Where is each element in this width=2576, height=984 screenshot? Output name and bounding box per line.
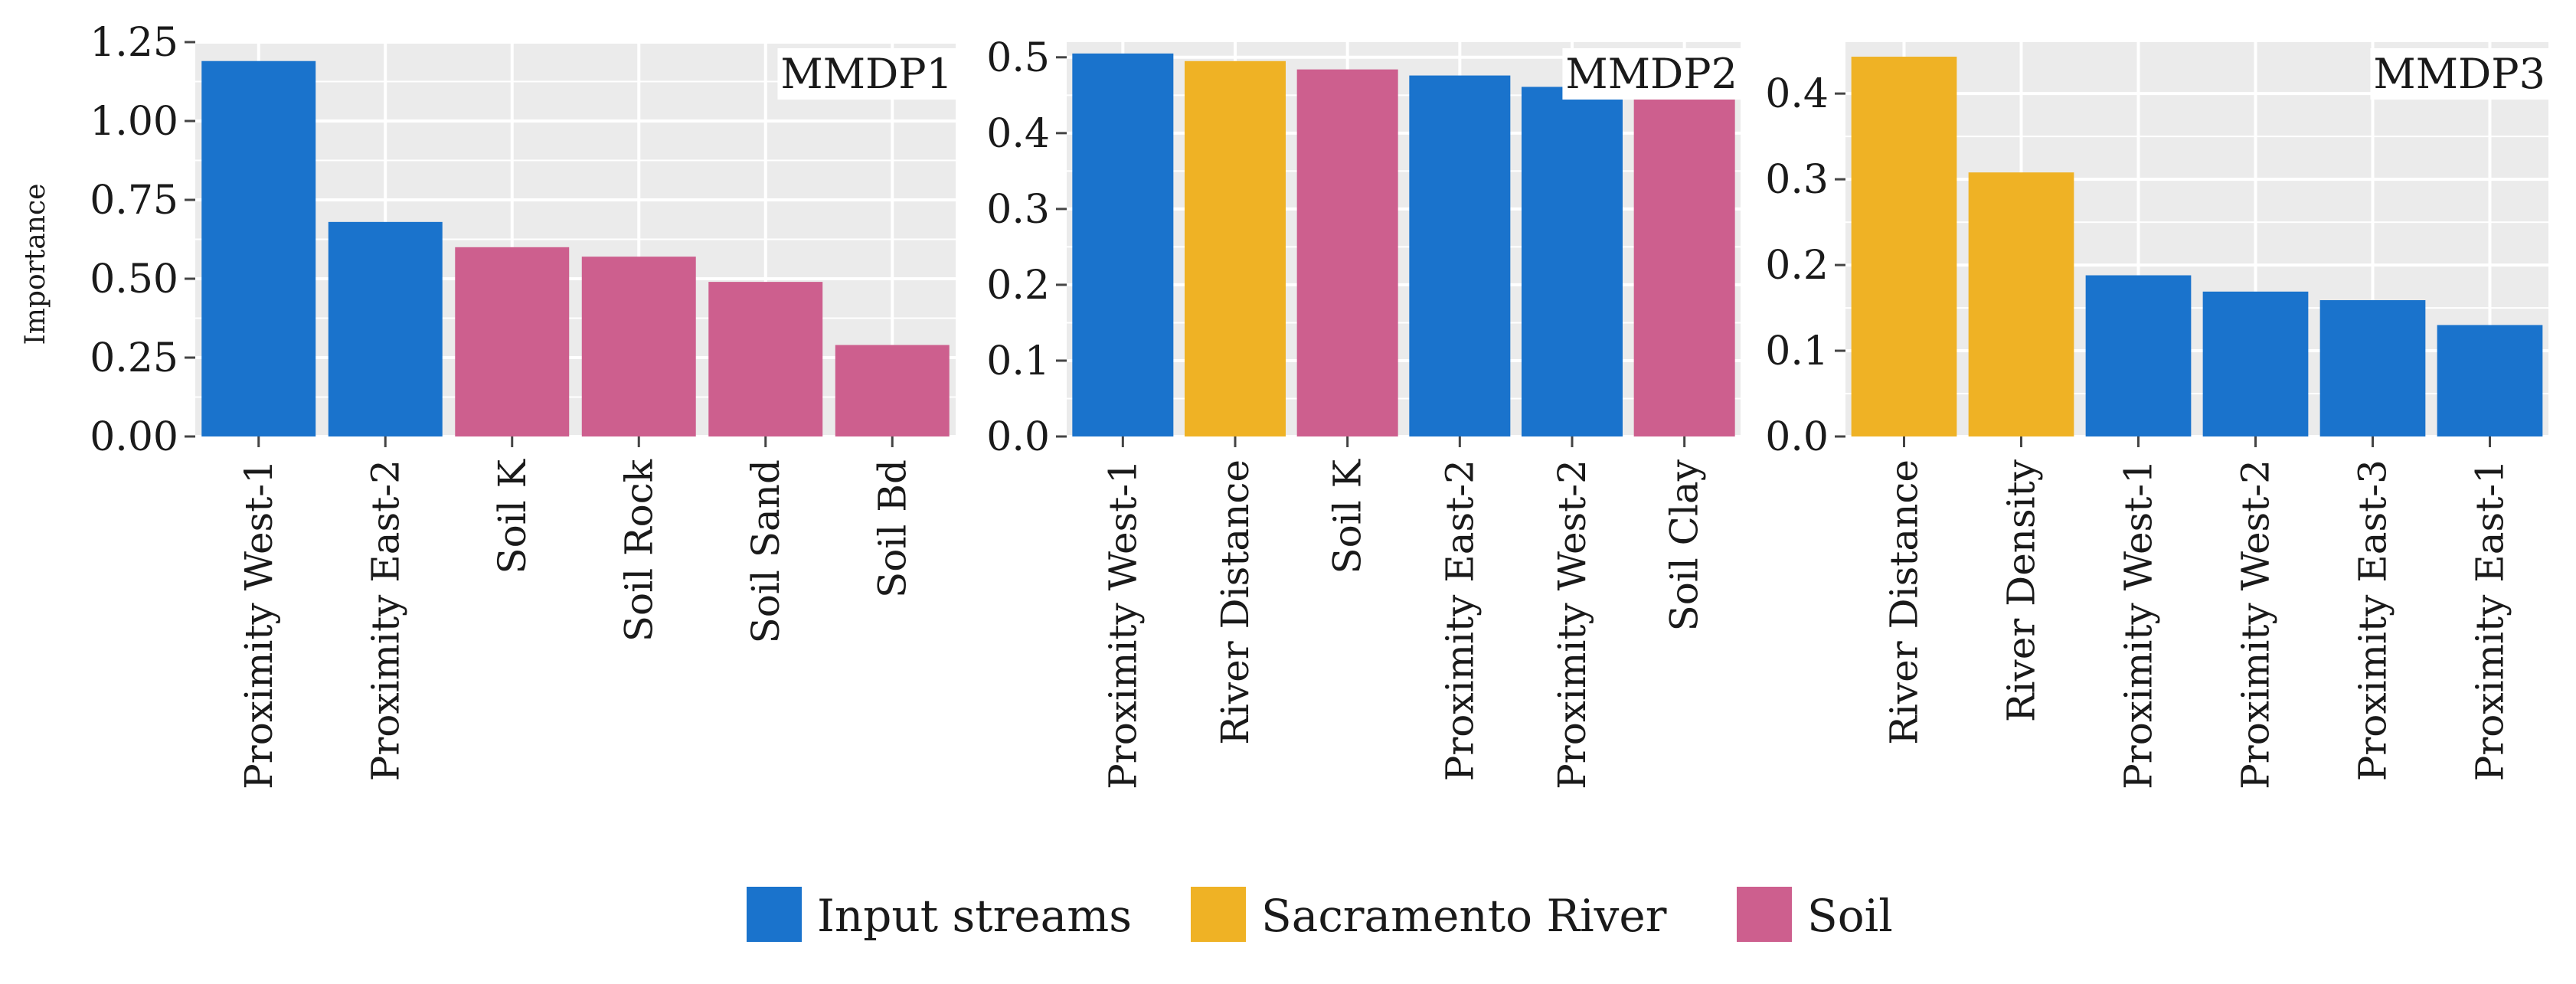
y-tick-label: 0.3 — [1765, 157, 1829, 203]
bar-soil-k — [1296, 69, 1398, 437]
bar-river-density — [1968, 172, 2074, 436]
bar-soil-rock — [581, 257, 696, 436]
y-tick-label: 0.5 — [986, 35, 1050, 81]
panel-title: MMDP3 — [2373, 50, 2545, 98]
y-tick-label: 0.50 — [90, 257, 178, 302]
y-tick-label: 0.75 — [90, 178, 178, 224]
y-tick-label: 0.0 — [986, 414, 1050, 460]
bar-proximity-east-2 — [328, 221, 443, 436]
x-tick-label: Proximity West-1 — [1100, 459, 1145, 789]
panel-background — [1845, 42, 2548, 436]
legend: Input streams Sacramento River Soil — [747, 887, 1893, 942]
y-axis-title: Importance — [20, 184, 51, 345]
x-tick-label: Proximity West-2 — [2234, 459, 2278, 789]
x-tick-label: Soil Clay — [1662, 459, 1707, 631]
y-tick-label: 0.3 — [986, 187, 1050, 233]
bar-proximity-west-2 — [2202, 291, 2309, 436]
x-tick-label: Soil K — [490, 458, 534, 574]
x-tick-label: Soil K — [1326, 458, 1370, 574]
x-tick-label: Proximity West-1 — [237, 459, 281, 789]
x-tick-label: River Distance — [1213, 459, 1257, 745]
y-tick-label: 0.0 — [1765, 414, 1829, 460]
bar-soil-clay — [1633, 88, 1735, 437]
legend-label-sacramento-river: Sacramento River — [1261, 890, 1667, 942]
bar-proximity-east-3 — [2319, 299, 2426, 436]
bar-river-distance — [1185, 60, 1286, 436]
panel-title-background — [777, 48, 956, 100]
y-tick-label: 1.25 — [90, 20, 178, 66]
panel-title: MMDP2 — [1565, 50, 1737, 98]
y-tick-label: 0.4 — [1765, 71, 1829, 117]
x-tick-label: River Density — [1999, 459, 2044, 722]
y-tick-label: 0.1 — [1765, 329, 1829, 374]
legend-swatch-sacramento-river — [1191, 887, 1246, 942]
x-tick-label: Proximity West-1 — [2117, 459, 2161, 789]
legend-swatch-input-streams — [747, 887, 802, 942]
bar-proximity-west-1 — [201, 60, 316, 436]
panel-mmdp1: 0.00 0.25 0.50 0.75 1.00 1.25 Proximity West-1… — [90, 20, 956, 789]
panel-mmdp2: 0.0 0.1 0.2 0.3 0.4 0.5 Proximity West-1 River … — [986, 35, 1741, 789]
y-tick-label: 0.2 — [986, 263, 1050, 309]
y-tick-label: 0.25 — [90, 335, 178, 381]
legend-swatch-soil — [1737, 887, 1792, 942]
y-tick-label: 1.00 — [90, 99, 178, 145]
legend-label-soil: Soil — [1807, 890, 1893, 942]
bar-soil-k — [455, 247, 570, 436]
y-tick-label: 0.4 — [986, 111, 1050, 157]
bar-proximity-west-2 — [1522, 87, 1623, 437]
y-tick-label: 0.1 — [986, 338, 1050, 384]
bar-river-distance — [1851, 57, 1957, 437]
bar-proximity-east-2 — [1409, 75, 1511, 437]
panel-title-background — [2370, 48, 2548, 100]
x-tick-label: Proximity East-2 — [363, 459, 407, 781]
bar-proximity-west-1 — [2085, 275, 2192, 436]
x-tick-label: Proximity East-2 — [1437, 459, 1482, 781]
bar-proximity-east-1 — [2437, 325, 2543, 436]
x-tick-label: Proximity East-1 — [2468, 459, 2512, 781]
panel-title-background — [1562, 48, 1741, 100]
panel-mmdp3: 0.0 0.1 0.2 0.3 0.4 River Distance River Densi… — [1765, 42, 2548, 789]
x-tick-label: Soil Bd — [870, 459, 914, 598]
y-tick-label: 0.2 — [1765, 243, 1829, 289]
x-tick-label: River Distance — [1882, 459, 1927, 745]
bar-proximity-west-1 — [1072, 53, 1174, 436]
panel-background — [1067, 42, 1741, 436]
x-tick-label: Proximity West-2 — [1550, 459, 1594, 789]
bar-soil-bd — [835, 345, 950, 436]
x-tick-label: Proximity East-3 — [2351, 459, 2395, 781]
x-tick-label: Soil Sand — [744, 459, 788, 644]
panel-title: MMDP1 — [780, 50, 953, 98]
x-tick-label: Soil Rock — [616, 459, 661, 642]
y-tick-label: 0.00 — [90, 414, 178, 460]
legend-label-input-streams: Input streams — [817, 890, 1132, 942]
bar-soil-sand — [708, 282, 823, 436]
